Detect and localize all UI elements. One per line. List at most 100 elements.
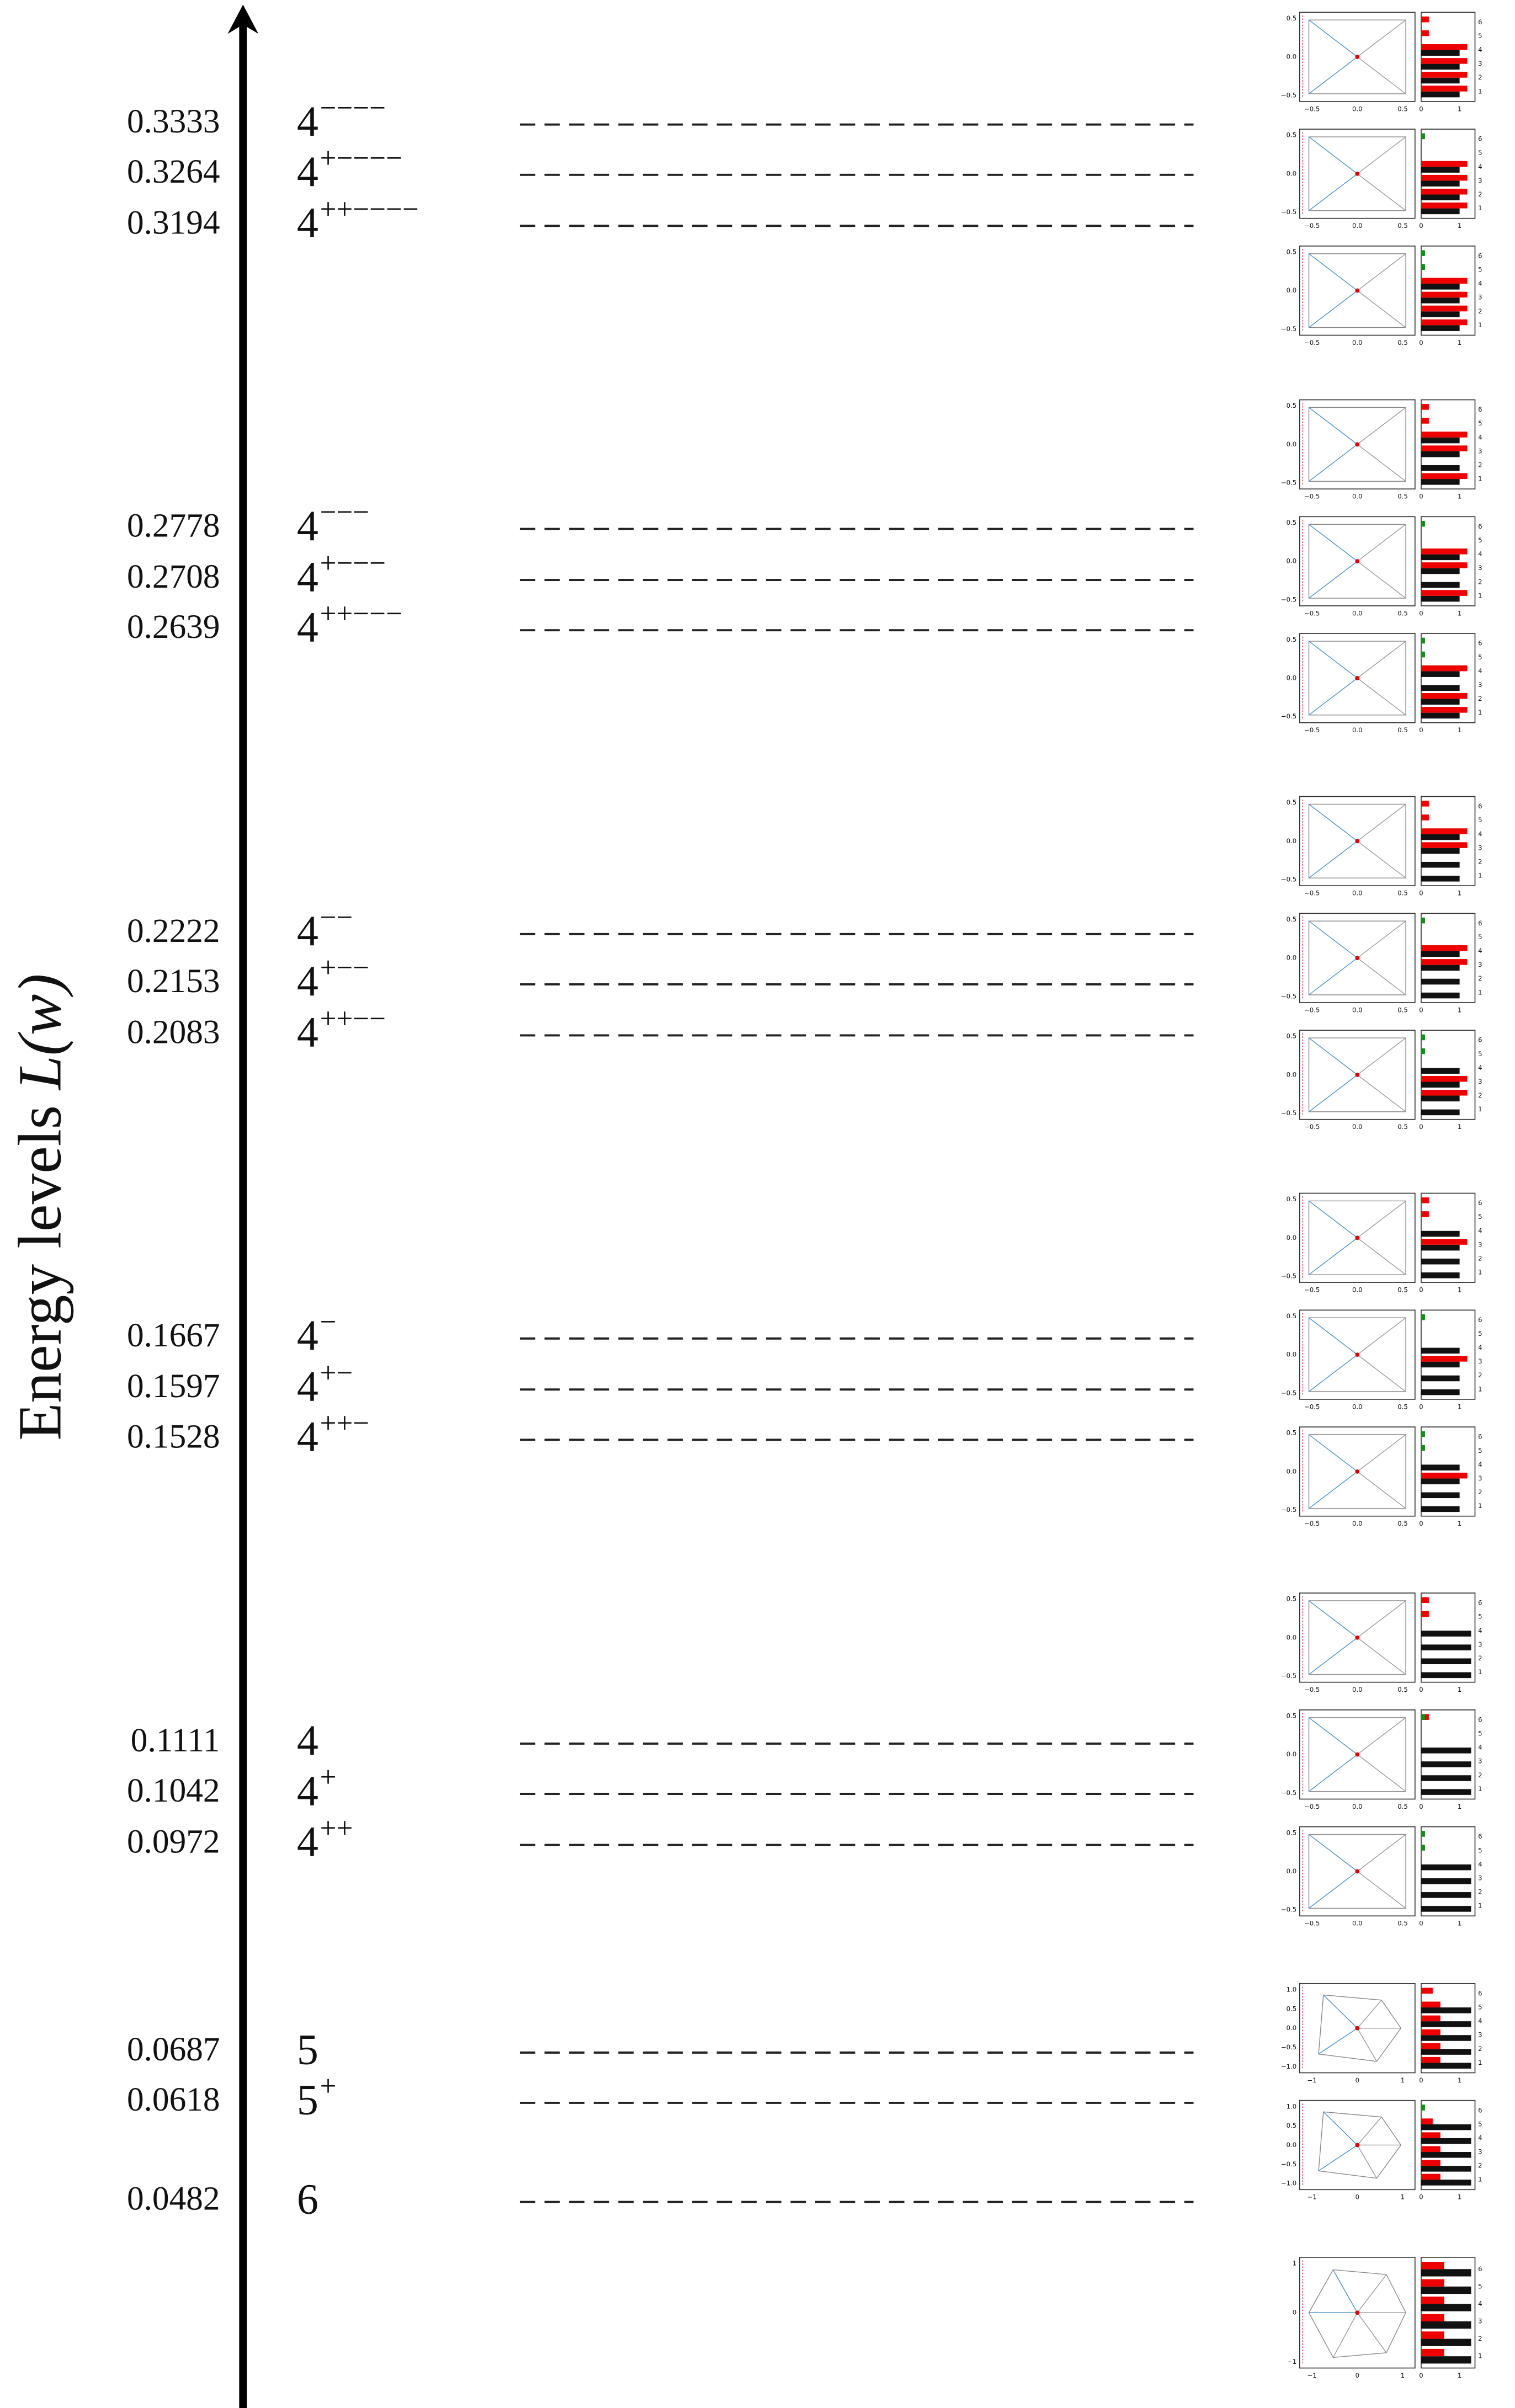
thumb-ytick: 0.0 bbox=[1287, 169, 1297, 177]
thumb-ytick: 0.5 bbox=[1287, 519, 1297, 526]
bar-green bbox=[1421, 637, 1425, 644]
bar-ytick: 6 bbox=[1478, 1832, 1482, 1840]
bar-black bbox=[1421, 1082, 1460, 1088]
thumb-ytick: 0.0 bbox=[1287, 1633, 1297, 1641]
bar-black bbox=[1421, 861, 1460, 868]
bar-ytick: 5 bbox=[1478, 149, 1482, 157]
thumb-ytick: 0.5 bbox=[1287, 2122, 1297, 2129]
bar-black bbox=[1421, 479, 1460, 485]
bar-xtick: 1 bbox=[1458, 609, 1461, 617]
bar-black bbox=[1421, 1464, 1460, 1471]
thumb-spoke bbox=[1357, 1717, 1406, 1755]
bar-red bbox=[1421, 828, 1468, 834]
thumb-spoke bbox=[1309, 253, 1358, 291]
thumb-spoke bbox=[1357, 2274, 1387, 2313]
level-value: 0.2222 bbox=[127, 912, 220, 950]
bar-black bbox=[1421, 554, 1460, 561]
bar-red bbox=[1421, 2146, 1440, 2153]
bar-ytick: 4 bbox=[1478, 667, 1482, 675]
bar-black bbox=[1421, 712, 1460, 719]
bar-xtick: 1 bbox=[1458, 493, 1461, 500]
thumb-spoke bbox=[1357, 1471, 1406, 1509]
thumb-spoke bbox=[1309, 444, 1358, 482]
thumb-ytick: 0.5 bbox=[1287, 1712, 1297, 1719]
level-label: 4 bbox=[297, 97, 318, 145]
thumb-cell bbox=[1318, 2111, 1402, 2179]
bar-xtick: 0 bbox=[1419, 339, 1423, 347]
thumb-ytick: 0.0 bbox=[1287, 286, 1297, 294]
bar-ytick: 2 bbox=[1478, 1771, 1482, 1779]
bar-black bbox=[1421, 180, 1460, 187]
thumb-ytick: −0.5 bbox=[1281, 1789, 1296, 1797]
bar-red bbox=[1421, 58, 1468, 64]
thumb-spoke bbox=[1357, 2145, 1378, 2179]
bar-xtick: 1 bbox=[1458, 2193, 1461, 2201]
bar-ytick: 4 bbox=[1478, 1744, 1482, 1751]
bar-ytick: 3 bbox=[1478, 2031, 1482, 2039]
thumb-spoke bbox=[1309, 1471, 1358, 1509]
bar-black bbox=[1421, 91, 1460, 98]
bar-black bbox=[1421, 951, 1460, 957]
bar-ytick: 4 bbox=[1478, 550, 1482, 558]
thumb-center bbox=[1355, 55, 1360, 60]
thumb-ytick: 0.0 bbox=[1287, 1351, 1297, 1359]
bar-black bbox=[1421, 297, 1460, 303]
bar-xtick: 0 bbox=[1419, 1006, 1423, 1014]
bar-xtick: 0 bbox=[1419, 1403, 1423, 1410]
bar-black bbox=[1421, 1478, 1460, 1484]
bar-ytick: 5 bbox=[1478, 933, 1482, 941]
bar-frame bbox=[1421, 246, 1476, 336]
bar-ytick: 6 bbox=[1478, 1599, 1482, 1607]
thumb-spoke bbox=[1357, 2312, 1387, 2353]
thumb-xtick: −0.5 bbox=[1304, 105, 1320, 113]
thumb-spoke bbox=[1323, 2111, 1358, 2145]
axis-label-symbol: L(w) bbox=[6, 974, 74, 1091]
bar-xtick: 0 bbox=[1419, 493, 1423, 500]
bar-ytick: 5 bbox=[1478, 1447, 1482, 1455]
thumb-ytick: −1 bbox=[1287, 2358, 1296, 2366]
thumb-spoke bbox=[1309, 1037, 1358, 1075]
thumb-spoke bbox=[1309, 1754, 1358, 1792]
thumb-ytick: −0.5 bbox=[1281, 325, 1296, 333]
thumb-xtick: −0.5 bbox=[1304, 1286, 1320, 1294]
thumb-xtick: 0.0 bbox=[1352, 493, 1363, 500]
bar-ytick: 6 bbox=[1478, 406, 1482, 413]
bar-frame bbox=[1421, 1592, 1476, 1683]
thumb-spoke bbox=[1309, 290, 1358, 328]
bar-ytick: 2 bbox=[1478, 695, 1482, 702]
bar-black bbox=[1421, 63, 1460, 70]
bar-red bbox=[1421, 562, 1468, 568]
thumb-xtick: 0.0 bbox=[1352, 1286, 1363, 1294]
thumb-spoke bbox=[1318, 2028, 1358, 2055]
thumb-xtick: −0.5 bbox=[1304, 1803, 1320, 1810]
level-value: 0.2083 bbox=[127, 1013, 220, 1051]
bar-ytick: 5 bbox=[1478, 1213, 1482, 1221]
bar-frame bbox=[1421, 1192, 1476, 1283]
thumb-spoke bbox=[1309, 173, 1358, 211]
bar-ytick: 4 bbox=[1478, 1461, 1482, 1468]
bar-ytick: 6 bbox=[1478, 252, 1482, 259]
bar-ytick: 5 bbox=[1478, 653, 1482, 661]
bar-xtick: 1 bbox=[1458, 1803, 1461, 1810]
bar-black bbox=[1421, 1109, 1460, 1116]
level-label: 4 bbox=[297, 199, 318, 247]
thumb-center bbox=[1355, 1635, 1360, 1640]
thumb-xtick: 0 bbox=[1355, 2076, 1359, 2084]
level-sup: + bbox=[320, 2070, 337, 2102]
bar-ytick: 1 bbox=[1478, 1385, 1482, 1393]
bar-black bbox=[1421, 1258, 1460, 1265]
bar-ytick: 5 bbox=[1478, 536, 1482, 544]
thumb-spoke bbox=[1309, 1717, 1358, 1755]
bar-ytick: 6 bbox=[1478, 2265, 1482, 2273]
bar-black bbox=[1421, 671, 1460, 677]
bar-ytick: 6 bbox=[1478, 2106, 1482, 2114]
bar-frame bbox=[1421, 913, 1476, 1003]
level-sup: + bbox=[320, 1761, 337, 1793]
thumb-xtick: 0.0 bbox=[1352, 105, 1363, 113]
bar-xtick: 0 bbox=[1419, 609, 1423, 617]
thumb-spoke bbox=[1357, 1237, 1406, 1275]
thumb-ytick: −1.0 bbox=[1281, 2063, 1296, 2070]
thumb-xtick: 0.5 bbox=[1397, 609, 1408, 617]
bar-black bbox=[1421, 834, 1460, 840]
bar-black bbox=[1421, 1347, 1460, 1354]
